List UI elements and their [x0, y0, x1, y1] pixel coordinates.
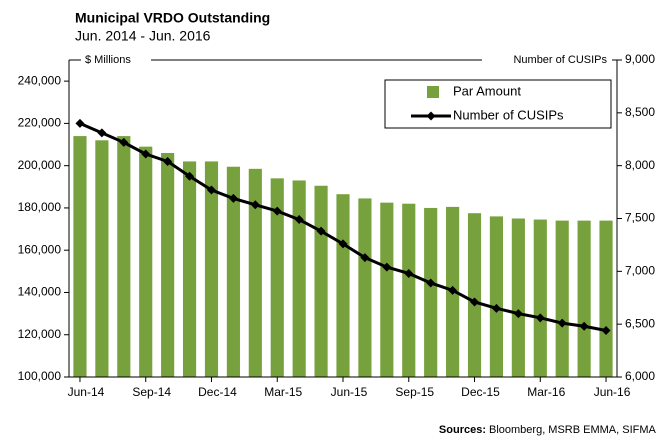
- marker: [601, 326, 611, 336]
- bar: [139, 146, 153, 377]
- marker: [119, 137, 129, 147]
- marker: [272, 206, 282, 216]
- bar: [226, 166, 240, 377]
- marker: [250, 200, 260, 210]
- bar: [182, 161, 197, 377]
- bar: [292, 180, 306, 377]
- y-tick-label: 100,000: [18, 369, 62, 383]
- bar: [511, 218, 525, 377]
- marker: [316, 226, 326, 236]
- y2-axis-label: Number of CUSIPs: [513, 54, 607, 66]
- marker: [338, 239, 348, 249]
- bar: [161, 152, 175, 377]
- label-bg: [81, 52, 151, 68]
- legend-swatch: [427, 86, 439, 98]
- marker: [404, 268, 414, 278]
- y2-tick-label: 6,000: [625, 369, 655, 383]
- y-tick-label: 140,000: [18, 285, 62, 299]
- marker: [535, 313, 545, 323]
- marker: [557, 318, 567, 328]
- legend-label: Number of CUSIPs: [453, 107, 564, 122]
- source: Bloomberg, MSRB EMMA, SIFMA: [489, 424, 657, 436]
- bar: [424, 207, 438, 377]
- marker: [382, 262, 392, 272]
- marker: [470, 297, 480, 307]
- x-tick-label: Jun-16: [594, 385, 631, 399]
- y-tick-label: 240,000: [18, 73, 62, 87]
- bar: [555, 220, 569, 377]
- bar: [467, 213, 482, 377]
- y2-tick-label: 8,000: [625, 158, 655, 172]
- x-tick-label: Dec-14: [198, 385, 237, 399]
- bar: [489, 216, 504, 377]
- legend-label: Par Amount: [453, 83, 521, 98]
- y2-tick-label: 9,000: [625, 52, 655, 66]
- y-tick-label: 160,000: [18, 242, 62, 256]
- bar: [314, 185, 328, 377]
- y-axis-label: $ Millions: [85, 54, 131, 66]
- source-label: Sources:: [439, 424, 486, 436]
- bar: [73, 136, 87, 377]
- marker: [163, 156, 173, 166]
- marker: [185, 171, 195, 181]
- y-tick-label: 120,000: [18, 327, 62, 341]
- legend-swatch: [426, 111, 436, 121]
- marker: [75, 118, 85, 128]
- y2-tick-label: 7,500: [625, 211, 655, 225]
- bar: [358, 198, 372, 377]
- bar: [577, 220, 591, 377]
- marker: [513, 309, 523, 319]
- bar: [533, 219, 547, 377]
- marker: [360, 253, 370, 263]
- x-tick-label: Sep-14: [132, 385, 171, 399]
- marker: [97, 128, 107, 138]
- bar: [204, 161, 219, 377]
- bar: [380, 202, 394, 377]
- x-tick-label: Dec-15: [461, 385, 500, 399]
- marker: [491, 303, 501, 313]
- label-bg: [482, 52, 612, 68]
- bar: [336, 194, 350, 377]
- chart-subtitle: Jun. 2014 - Jun. 2016: [75, 28, 211, 44]
- x-tick-label: Sep-15: [395, 385, 434, 399]
- bar: [402, 203, 416, 377]
- x-tick-label: Mar-16: [527, 385, 565, 399]
- marker: [228, 193, 238, 203]
- marker: [206, 185, 216, 195]
- bar: [599, 220, 613, 377]
- x-tick-label: Mar-15: [264, 385, 302, 399]
- marker: [141, 149, 151, 159]
- bar: [248, 168, 262, 377]
- y-tick-label: 200,000: [18, 158, 62, 172]
- bar: [117, 136, 131, 377]
- y2-tick-label: 7,000: [625, 264, 655, 278]
- bar: [270, 178, 284, 377]
- bar: [95, 140, 109, 377]
- marker: [579, 321, 589, 331]
- y2-tick-label: 8,500: [625, 105, 655, 119]
- marker: [448, 285, 458, 295]
- y-tick-label: 220,000: [18, 116, 62, 130]
- marker: [426, 278, 436, 288]
- chart-title: Municipal VRDO Outstanding: [75, 10, 270, 26]
- x-tick-label: Jun-14: [68, 385, 105, 399]
- marker: [294, 215, 304, 225]
- y2-tick-label: 6,500: [625, 316, 655, 330]
- legend-box: [384, 79, 612, 129]
- x-tick-label: Jun-15: [331, 385, 368, 399]
- y-tick-label: 180,000: [18, 200, 62, 214]
